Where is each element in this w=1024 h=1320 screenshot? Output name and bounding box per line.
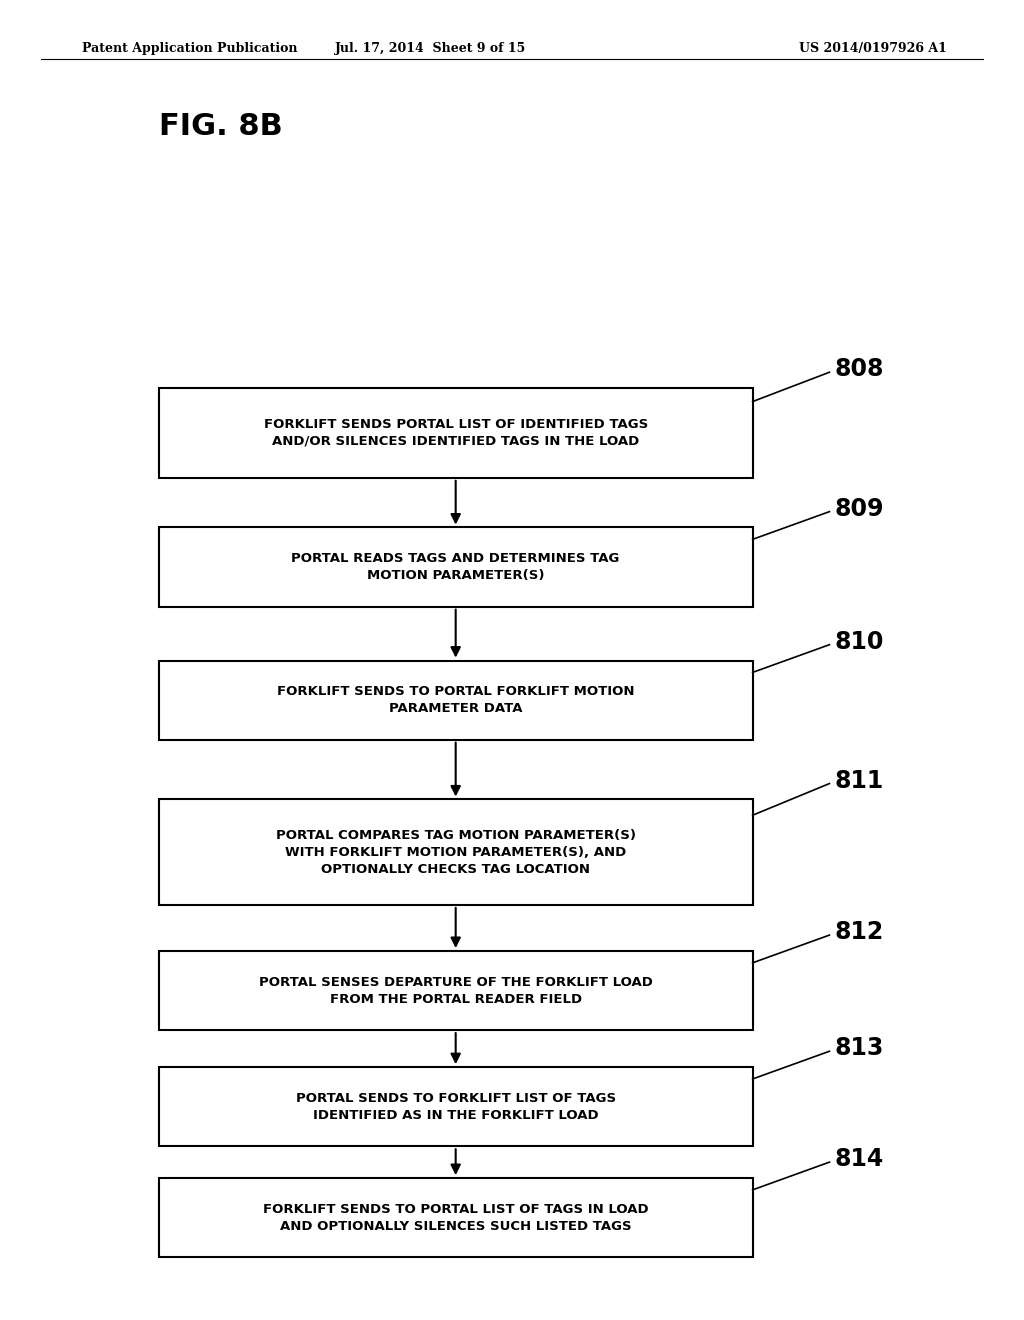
Text: FORKLIFT SENDS TO PORTAL FORKLIFT MOTION
PARAMETER DATA: FORKLIFT SENDS TO PORTAL FORKLIFT MOTION… (276, 685, 635, 715)
Text: Jul. 17, 2014  Sheet 9 of 15: Jul. 17, 2014 Sheet 9 of 15 (335, 42, 525, 55)
Text: PORTAL READS TAGS AND DETERMINES TAG
MOTION PARAMETER(S): PORTAL READS TAGS AND DETERMINES TAG MOT… (292, 552, 620, 582)
Text: FIG. 8B: FIG. 8B (159, 112, 283, 141)
FancyBboxPatch shape (159, 1177, 753, 1257)
FancyBboxPatch shape (159, 388, 753, 478)
Text: 809: 809 (835, 496, 884, 521)
FancyBboxPatch shape (159, 528, 753, 607)
Text: PORTAL COMPARES TAG MOTION PARAMETER(S)
WITH FORKLIFT MOTION PARAMETER(S), AND
O: PORTAL COMPARES TAG MOTION PARAMETER(S) … (275, 829, 636, 875)
Text: US 2014/0197926 A1: US 2014/0197926 A1 (799, 42, 946, 55)
Text: PORTAL SENSES DEPARTURE OF THE FORKLIFT LOAD
FROM THE PORTAL READER FIELD: PORTAL SENSES DEPARTURE OF THE FORKLIFT … (259, 975, 652, 1006)
Text: 808: 808 (835, 358, 884, 381)
Text: FORKLIFT SENDS PORTAL LIST OF IDENTIFIED TAGS
AND/OR SILENCES IDENTIFIED TAGS IN: FORKLIFT SENDS PORTAL LIST OF IDENTIFIED… (263, 418, 648, 447)
FancyBboxPatch shape (159, 1067, 753, 1146)
Text: 813: 813 (835, 1036, 884, 1060)
FancyBboxPatch shape (159, 950, 753, 1030)
FancyBboxPatch shape (159, 660, 753, 739)
Text: Patent Application Publication: Patent Application Publication (82, 42, 297, 55)
FancyBboxPatch shape (159, 800, 753, 906)
Text: 814: 814 (835, 1147, 884, 1171)
Text: PORTAL SENDS TO FORKLIFT LIST OF TAGS
IDENTIFIED AS IN THE FORKLIFT LOAD: PORTAL SENDS TO FORKLIFT LIST OF TAGS ID… (296, 1092, 615, 1122)
Text: 810: 810 (835, 630, 884, 653)
Text: 812: 812 (835, 920, 884, 944)
Text: FORKLIFT SENDS TO PORTAL LIST OF TAGS IN LOAD
AND OPTIONALLY SILENCES SUCH LISTE: FORKLIFT SENDS TO PORTAL LIST OF TAGS IN… (263, 1203, 648, 1233)
Text: 811: 811 (835, 768, 884, 793)
